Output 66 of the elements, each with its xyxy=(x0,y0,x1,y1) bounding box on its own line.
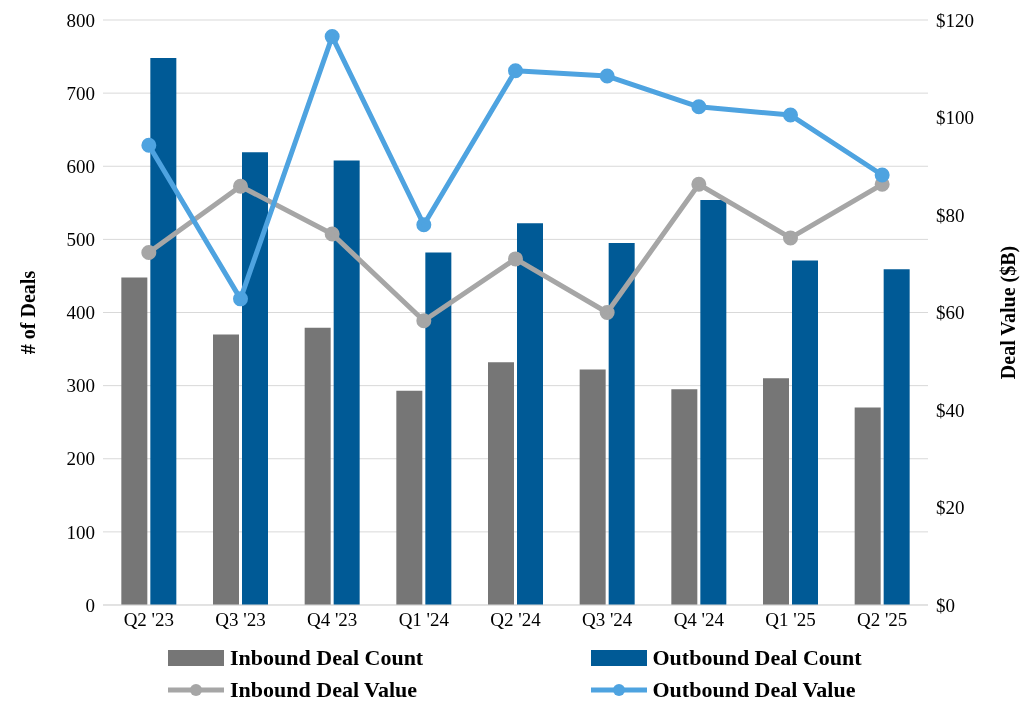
legend-label: Inbound Deal Count xyxy=(230,645,424,671)
y-tick-label: 600 xyxy=(66,155,95,177)
point xyxy=(233,291,248,307)
point xyxy=(141,245,157,261)
bar xyxy=(579,369,606,605)
legend-label: Outbound Deal Count xyxy=(652,645,862,671)
y2-tick-label: $120 xyxy=(936,9,974,31)
y2-tick-label: $80 xyxy=(936,204,965,226)
bar xyxy=(792,260,818,605)
x-tick-label: Q2 '25 xyxy=(856,609,908,631)
x-tick-label: Q3 '24 xyxy=(581,609,633,631)
bar xyxy=(242,152,268,605)
legend-label: Inbound Deal Value xyxy=(230,677,418,703)
point xyxy=(783,107,798,123)
bar xyxy=(671,389,698,605)
point xyxy=(691,99,707,115)
point xyxy=(508,63,523,79)
bar xyxy=(517,223,543,605)
bar xyxy=(150,58,177,605)
y2-tick-label: $100 xyxy=(936,107,974,129)
point xyxy=(416,313,432,329)
y-axis-title: # of Deals xyxy=(17,270,40,355)
x-tick-label: Q4 '24 xyxy=(673,609,725,631)
point xyxy=(874,167,890,183)
x-tick-label: Q4 '23 xyxy=(306,609,358,631)
y-tick-label: 700 xyxy=(66,82,95,104)
y2-tick-label: $40 xyxy=(936,399,965,421)
y-tick-label: 400 xyxy=(66,302,95,324)
y2-tick-label: $0 xyxy=(936,594,955,616)
bar xyxy=(213,334,239,605)
y-tick-label: 300 xyxy=(66,375,95,397)
point xyxy=(324,226,340,242)
bar xyxy=(700,199,727,605)
x-tick-label: Q1 '25 xyxy=(765,609,816,631)
x-tick-label: Q1 '24 xyxy=(398,609,450,631)
bar xyxy=(488,362,514,605)
point xyxy=(141,137,157,153)
point xyxy=(324,29,340,45)
y-tick-label: 800 xyxy=(66,9,95,31)
bar xyxy=(883,269,910,605)
bar xyxy=(608,243,635,605)
y2-axis-title: Deal Value ($B) xyxy=(997,245,1021,380)
point xyxy=(783,230,798,246)
bar xyxy=(333,160,360,605)
y-tick-label: 0 xyxy=(85,594,95,616)
bar xyxy=(763,378,789,605)
x-tick-label: Q3 '23 xyxy=(215,609,266,631)
y-tick-label: 500 xyxy=(66,229,95,251)
bar xyxy=(854,407,881,605)
point xyxy=(416,217,432,233)
bar xyxy=(304,327,331,605)
y2-tick-label: $20 xyxy=(936,497,965,519)
point xyxy=(508,251,523,267)
y2-tick-label: $60 xyxy=(936,302,965,324)
point xyxy=(599,68,615,84)
bar xyxy=(121,277,148,605)
bar xyxy=(396,390,423,605)
point xyxy=(691,176,707,192)
point xyxy=(233,178,248,194)
point xyxy=(599,305,615,320)
bar xyxy=(425,252,452,605)
y-tick-label: 100 xyxy=(66,521,95,543)
y-tick-label: 200 xyxy=(66,448,95,470)
x-tick-label: Q2 '24 xyxy=(490,609,542,631)
x-tick-label: Q2 '23 xyxy=(123,609,175,631)
legend-label: Outbound Deal Value xyxy=(652,677,856,703)
